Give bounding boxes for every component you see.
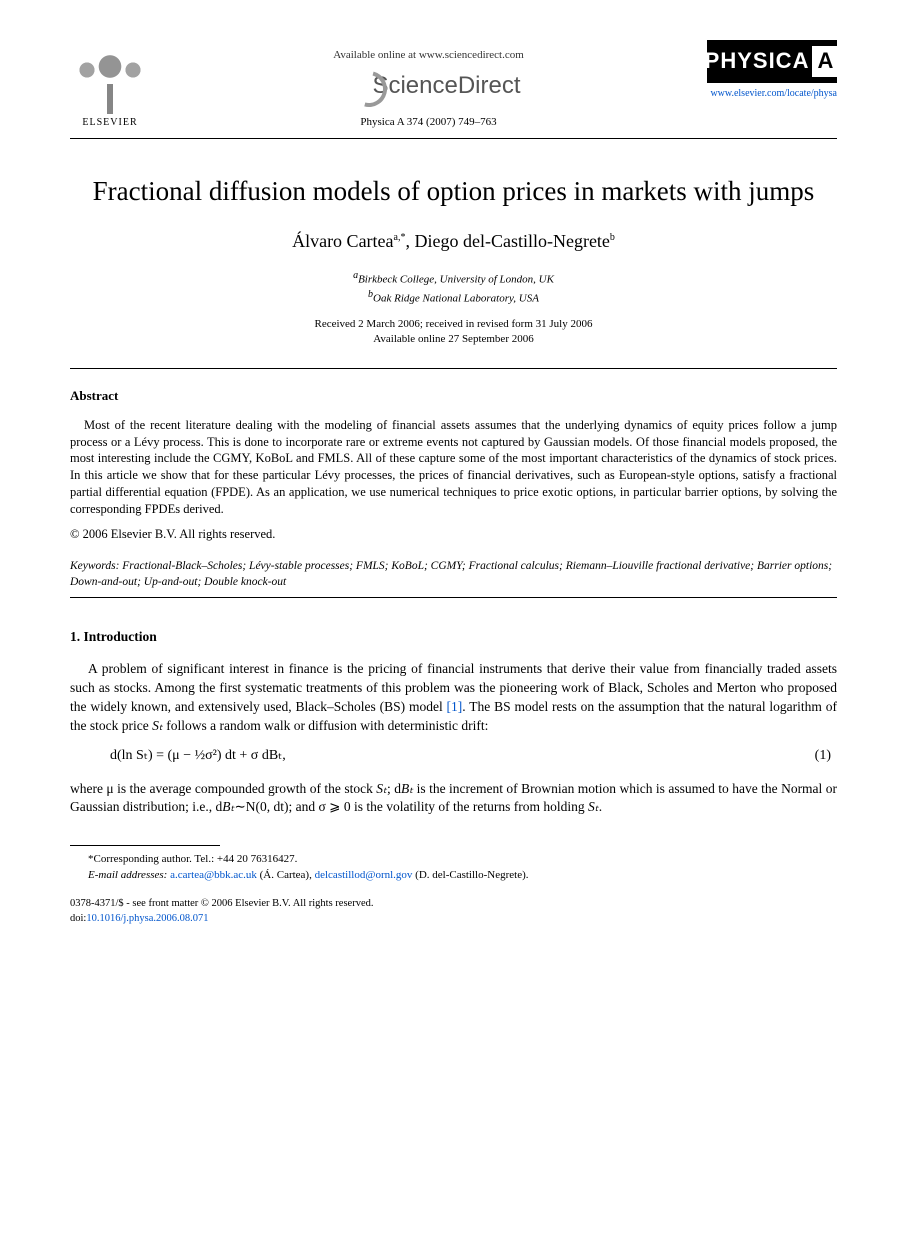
received-date: Received 2 March 2006; received in revis… <box>315 318 593 330</box>
email-label: E-mail addresses: <box>88 869 167 881</box>
journal-box: PHYSICA A www.elsevier.com/locate/physa <box>707 40 837 101</box>
abstract-text: Most of the recent literature dealing wi… <box>70 417 837 518</box>
article-title: Fractional diffusion models of option pr… <box>90 174 817 209</box>
intro-p2e: . <box>599 799 602 814</box>
sciencedirect-swoosh-icon <box>336 71 366 101</box>
intro-paragraph-1: A problem of significant interest in fin… <box>70 660 837 736</box>
intro-p2a: where μ is the average compounded growth… <box>70 781 376 796</box>
elsevier-tree-icon <box>75 49 145 114</box>
sciencedirect-label: ScienceDirect <box>372 69 520 103</box>
journal-url-link[interactable]: www.elsevier.com/locate/physa <box>707 87 837 101</box>
intro-p2b: ; d <box>387 781 401 796</box>
author-1: Álvaro Cartea <box>292 231 393 251</box>
equation-1-row: d(ln Sₜ) = (μ − ½σ²) dt + σ dBₜ, (1) <box>110 746 837 766</box>
var-bt-2: Bₜ <box>222 799 234 814</box>
var-st-3: Sₜ <box>588 799 599 814</box>
corresponding-author: *Corresponding author. Tel.: +44 20 7631… <box>88 852 837 867</box>
author-1-sup: a,* <box>394 232 406 243</box>
header-row: ELSEVIER Available online at www.science… <box>70 40 837 130</box>
article-page: ELSEVIER Available online at www.science… <box>0 0 907 956</box>
abstract-bottom-rule <box>70 597 837 598</box>
var-st-2: Sₜ <box>376 781 387 796</box>
abstract-body: Most of the recent literature dealing wi… <box>70 418 837 516</box>
header-rule <box>70 138 837 139</box>
keywords-label: Keywords: <box>70 560 119 572</box>
authors-line: Álvaro Carteaa,*, Diego del-Castillo-Neg… <box>70 229 837 254</box>
ref-link-1[interactable]: [1] <box>447 699 463 714</box>
email-link-1[interactable]: a.cartea@bbk.ac.uk <box>170 869 257 881</box>
elsevier-label: ELSEVIER <box>82 116 137 130</box>
bottom-info: 0378-4371/$ - see front matter © 2006 El… <box>70 897 837 926</box>
citation-text: Physica A 374 (2007) 749–763 <box>150 115 707 130</box>
affil-b: Oak Ridge National Laboratory, USA <box>373 292 539 304</box>
physica-letter: A <box>812 46 839 77</box>
section-1-heading: 1. Introduction <box>70 628 837 647</box>
author-2: Diego del-Castillo-Negrete <box>414 231 609 251</box>
intro-paragraph-2: where μ is the average compounded growth… <box>70 780 837 818</box>
online-date: Available online 27 September 2006 <box>373 333 533 345</box>
issn-line: 0378-4371/$ - see front matter © 2006 El… <box>70 897 837 912</box>
email-link-2[interactable]: delcastillod@ornl.gov <box>315 869 413 881</box>
sciencedirect-logo: ScienceDirect <box>150 69 707 103</box>
keywords-list: Fractional-Black–Scholes; Lévy-stable pr… <box>70 560 832 588</box>
intro-p1c: follows a random walk or diffusion with … <box>163 718 489 733</box>
abstract-heading: Abstract <box>70 387 837 405</box>
doi-label: doi: <box>70 913 86 924</box>
intro-p2d: ∼N(0, dt); and σ ⩾ 0 is the volatility o… <box>234 799 587 814</box>
author-2-sup: b <box>610 232 615 243</box>
var-st-1: Sₜ <box>152 718 163 733</box>
doi-line: doi:10.1016/j.physa.2006.08.071 <box>70 912 837 927</box>
available-online-text: Available online at www.sciencedirect.co… <box>150 48 707 63</box>
footnote-block: *Corresponding author. Tel.: +44 20 7631… <box>70 852 837 883</box>
affil-a: Birkbeck College, University of London, … <box>358 273 554 285</box>
article-dates: Received 2 March 2006; received in revis… <box>70 317 837 348</box>
footnote-separator <box>70 845 220 846</box>
doi-link[interactable]: 10.1016/j.physa.2006.08.071 <box>86 913 208 924</box>
email-line: E-mail addresses: a.cartea@bbk.ac.uk (Á.… <box>88 868 837 883</box>
physica-label: PHYSICA <box>705 46 810 77</box>
email-2-name: (D. del-Castillo-Negrete). <box>412 869 528 881</box>
copyright-text: © 2006 Elsevier B.V. All rights reserved… <box>70 526 837 544</box>
var-bt-1: Bₜ <box>401 781 413 796</box>
equation-1-number: (1) <box>815 746 837 766</box>
center-header: Available online at www.sciencedirect.co… <box>150 40 707 130</box>
physica-logo: PHYSICA A <box>707 40 837 83</box>
email-1-name: (Á. Cartea), <box>257 869 315 881</box>
abstract-top-rule <box>70 368 837 369</box>
elsevier-logo: ELSEVIER <box>70 40 150 130</box>
keywords-line: Keywords: Fractional-Black–Scholes; Lévy… <box>70 559 837 590</box>
affiliations: aBirkbeck College, University of London,… <box>70 269 837 307</box>
equation-1: d(ln Sₜ) = (μ − ½σ²) dt + σ dBₜ, <box>110 746 286 766</box>
